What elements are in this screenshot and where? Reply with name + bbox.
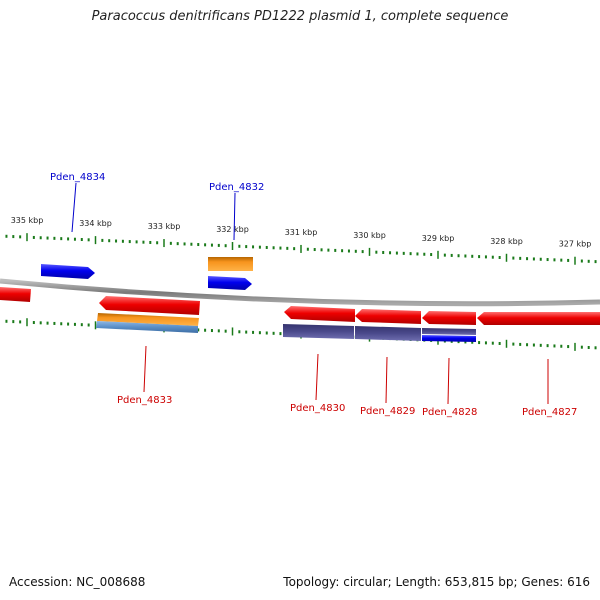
gene-labels: Pden_4834 Pden_4832 Pden_4833 Pden_4830 …: [50, 172, 577, 418]
tick-label: 333 kbp: [148, 222, 181, 231]
callout-line-pden-4830: [315, 353, 319, 401]
callout-line-pden-4832: [233, 192, 236, 241]
tick-label: 331 kbp: [285, 228, 318, 237]
gene-pden-4833[interactable]: [99, 296, 200, 315]
gene-purple-3[interactable]: [422, 328, 476, 335]
gene-pden-4827[interactable]: [477, 312, 600, 325]
gene-pden-4828[interactable]: [422, 311, 476, 325]
label-pden-4832[interactable]: Pden_4832: [209, 182, 264, 193]
accession-text: Accession: NC_008688: [9, 575, 146, 589]
callout-line-pden-4829: [385, 356, 388, 404]
label-pden-4833[interactable]: Pden_4833: [117, 395, 172, 406]
topology-summary: Topology: circular; Length: 653,815 bp; …: [283, 575, 590, 589]
gene-orange-upper[interactable]: [208, 257, 253, 271]
tick-label: 330 kbp: [353, 231, 386, 240]
genes-layer: [0, 257, 600, 342]
gene-left-edge[interactable]: [0, 287, 31, 302]
tick-label: 328 kbp: [490, 237, 523, 246]
label-pden-4828[interactable]: Pden_4828: [422, 407, 477, 418]
label-pden-4830[interactable]: Pden_4830: [290, 403, 345, 414]
gene-blue-lower[interactable]: [422, 335, 476, 342]
tick-label: 334 kbp: [79, 219, 112, 228]
label-pden-4827[interactable]: Pden_4827: [522, 407, 577, 418]
gene-purple-2[interactable]: [355, 326, 421, 341]
gene-pden-4830[interactable]: [284, 306, 355, 322]
tick-label: 335 kbp: [11, 216, 44, 225]
gene-pden-4832[interactable]: [208, 276, 252, 290]
tick-label: 329 kbp: [422, 234, 455, 243]
gene-steelblue[interactable]: [96, 321, 198, 333]
label-pden-4829[interactable]: Pden_4829: [360, 406, 415, 417]
callout-line-pden-4833: [143, 345, 147, 393]
callout-line-pden-4834: [71, 182, 77, 233]
tick-label: 327 kbp: [559, 240, 592, 249]
callout-line-pden-4828: [447, 357, 450, 405]
backbone: [0, 278, 600, 307]
outer-tick-ring: [5, 233, 597, 265]
gene-callouts: [71, 182, 549, 405]
gene-purple-1[interactable]: [283, 324, 354, 339]
map-title: Paracoccus denitrificans PD1222 plasmid …: [91, 9, 509, 24]
tick-label: 332 kbp: [216, 225, 249, 234]
gene-pden-4829[interactable]: [355, 309, 421, 324]
label-pden-4834[interactable]: Pden_4834: [50, 172, 105, 183]
gene-orange-lower[interactable]: [97, 313, 199, 326]
gene-pden-4834[interactable]: [41, 264, 95, 279]
